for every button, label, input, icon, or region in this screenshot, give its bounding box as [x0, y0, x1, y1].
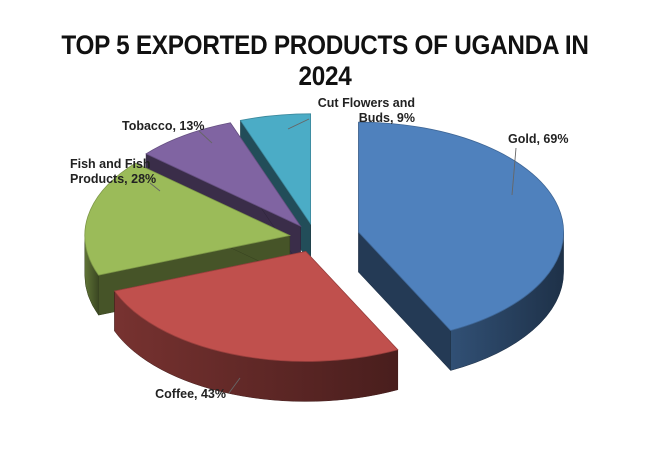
slice-coffee: [113, 250, 399, 402]
leader-line-cut-flowers-and-buds: [287, 118, 310, 130]
leader-line-tobacco: [198, 130, 213, 144]
data-label-tobacco: Tobacco, 13%: [122, 119, 213, 144]
data-label-text-gold: Gold, 69%: [508, 132, 568, 146]
leader-line-gold: [511, 147, 517, 196]
data-label-text-coffee: Coffee, 43%: [155, 387, 226, 401]
leader-line-fish-and-fish-products: [149, 182, 161, 192]
data-label-fish-and-fish-products: Fish and Fish Products, 28%: [70, 157, 161, 192]
data-label-text-cut-flowers-and-buds: Cut Flowers and Buds, 9%: [318, 96, 415, 125]
data-label-coffee: Coffee, 43%: [155, 377, 241, 401]
leader-line-coffee: [228, 377, 241, 394]
data-label-text-tobacco: Tobacco, 13%: [122, 119, 204, 133]
data-label-text-fish-and-fish-products: Fish and Fish Products, 28%: [70, 157, 156, 186]
slice-gold: [358, 121, 564, 372]
chart-title: TOP 5 EXPORTED PRODUCTS OF UGANDA IN 202…: [61, 30, 589, 91]
data-label-cut-flowers-and-buds: Cut Flowers and Buds, 9%: [287, 96, 415, 130]
data-label-gold: Gold, 69%: [508, 132, 568, 196]
